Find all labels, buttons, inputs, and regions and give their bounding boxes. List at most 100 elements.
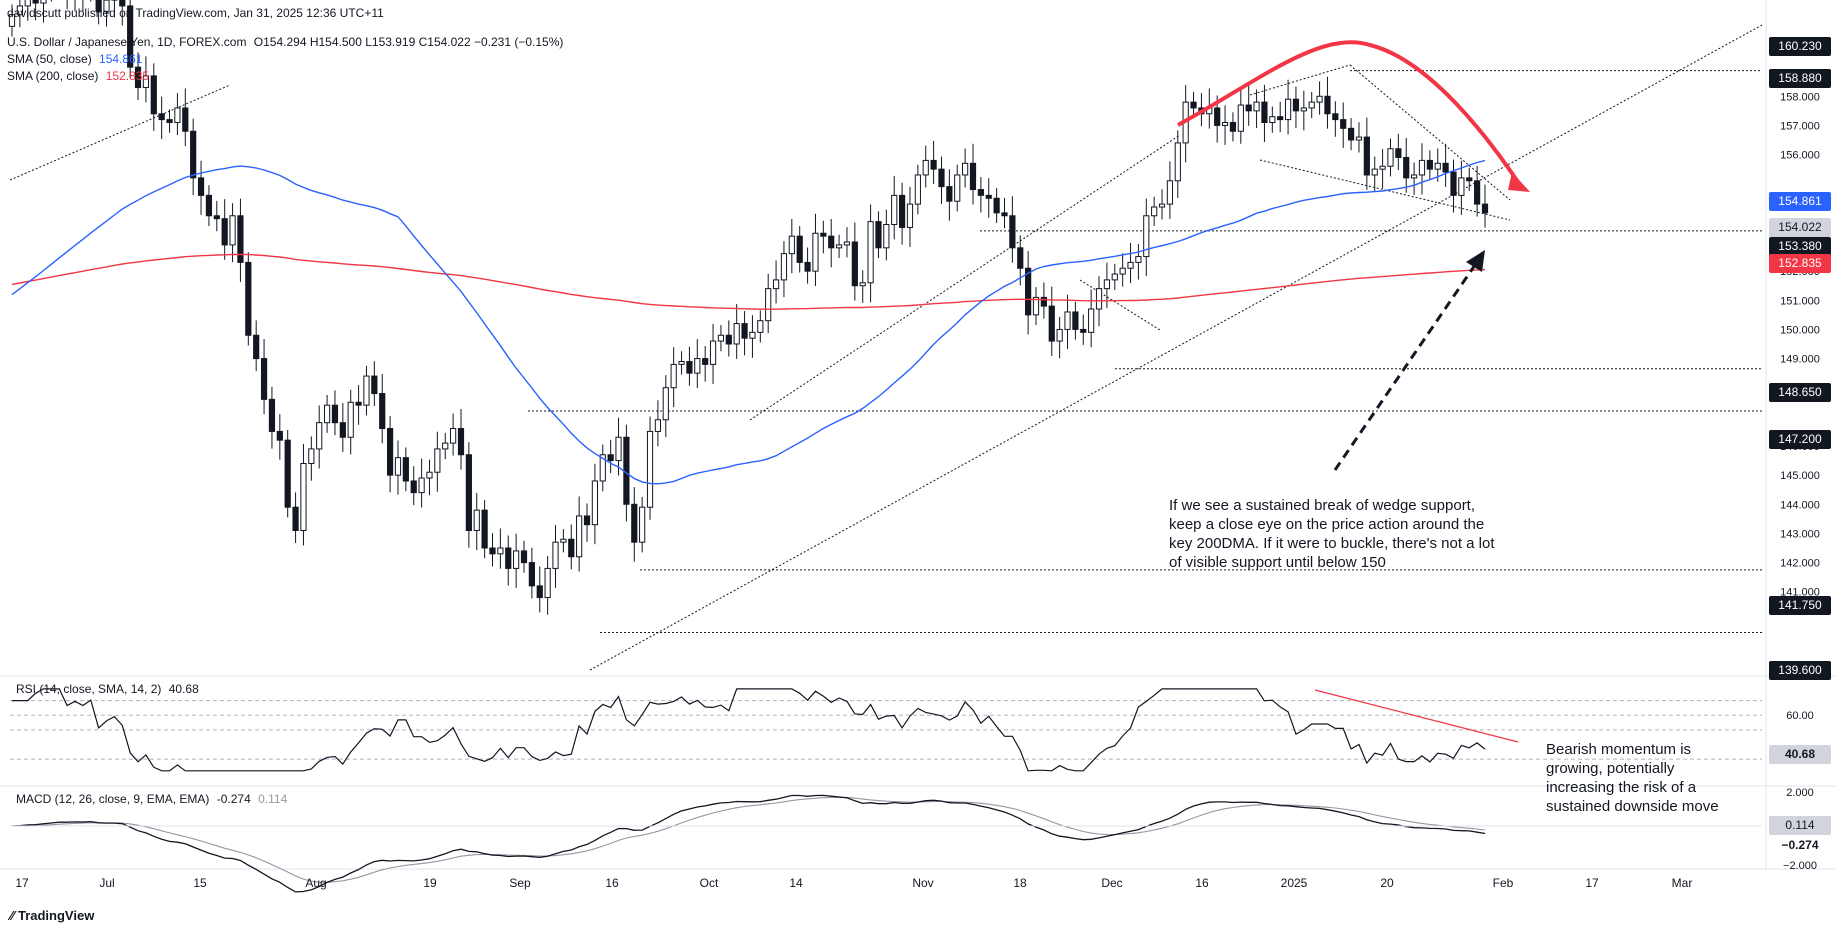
candle-body — [962, 162, 969, 176]
candle-body — [1103, 279, 1111, 290]
candle-body — [930, 159, 937, 170]
candle-body — [922, 159, 929, 176]
candle-body — [1292, 98, 1300, 112]
rising-trendline — [9, 84, 231, 181]
macd-tick-label: −2.000 — [1783, 860, 1817, 872]
candle-body — [457, 428, 465, 456]
rsi-label: RSI (14, close, SMA, 14, 2) — [16, 682, 162, 696]
footer-brand: TradingView — [17, 908, 95, 923]
candle-body — [1143, 215, 1150, 258]
candle-body — [1064, 311, 1071, 330]
candle-body — [1009, 215, 1016, 249]
candle-body — [300, 462, 307, 532]
candle-body — [308, 448, 315, 464]
candle-body — [245, 261, 252, 336]
time-axis-label: Dec — [1101, 876, 1122, 890]
macd-legend-value: -0.274 — [216, 792, 251, 806]
candle-body — [1387, 148, 1394, 167]
candle-body — [1214, 107, 1221, 126]
time-axis-label: 2025 — [1281, 876, 1308, 890]
candle-body — [1040, 296, 1047, 307]
macd-line — [11, 794, 1486, 893]
candle-body — [95, 0, 102, 13]
candle-body — [867, 221, 874, 284]
candle-body — [520, 550, 528, 564]
candle-body — [1001, 212, 1008, 217]
time-axis-label: 15 — [193, 876, 207, 890]
candle-body — [1474, 180, 1481, 205]
candle-body — [662, 387, 669, 421]
candle-body — [639, 506, 646, 543]
candle-body — [174, 107, 181, 124]
candle-body — [631, 503, 638, 543]
time-axis-label: 18 — [1013, 876, 1027, 890]
candle-body — [1481, 203, 1489, 214]
candle-body — [757, 320, 764, 333]
long-support-trendline — [589, 24, 1763, 671]
candle-body — [796, 235, 803, 263]
candle-body — [1261, 101, 1268, 124]
sma50-label: SMA (50, close) — [7, 52, 92, 66]
candle-body — [347, 401, 354, 438]
candle-body — [1080, 328, 1087, 333]
candle-body — [40, 0, 47, 4]
time-axis-label: 20 — [1380, 876, 1394, 890]
price-tag: 158.880 — [1769, 69, 1831, 88]
candle-body — [182, 107, 189, 132]
candle-body — [205, 194, 213, 217]
price-tag: 148.650 — [1769, 383, 1831, 402]
macd-value-tag: −0.274 — [1769, 836, 1831, 855]
candle-body — [497, 547, 504, 555]
dashed-arrowhead — [1466, 250, 1485, 272]
candle-body — [1158, 203, 1166, 208]
candle-body — [1363, 136, 1370, 176]
candle-body — [859, 282, 866, 287]
candle-body — [166, 119, 173, 124]
candle-body — [1111, 273, 1118, 281]
candle-body — [1119, 267, 1126, 275]
candle-body — [386, 428, 394, 476]
time-axis-label: Oct — [700, 876, 719, 890]
price-tag: 154.022 — [1769, 218, 1831, 237]
candle-body — [985, 194, 992, 199]
price-tick-label: 145.000 — [1780, 470, 1820, 482]
candle-body — [32, 0, 39, 4]
sma200-legend-value: 152.835 — [105, 69, 150, 83]
price-tag: 139.600 — [1769, 661, 1831, 680]
candle-body — [670, 363, 677, 389]
sma200-line — [11, 253, 1486, 310]
candle-body — [1277, 116, 1284, 121]
price-tag: 141.750 — [1769, 596, 1831, 615]
candle-body — [1403, 156, 1410, 179]
time-axis-label: Sep — [509, 876, 531, 890]
candle-body — [1135, 256, 1142, 263]
candle-body — [1379, 165, 1386, 170]
candle-body — [434, 448, 441, 473]
channel-trendline — [749, 134, 1181, 421]
candle-body — [127, 5, 134, 68]
price-tick-label: 149.000 — [1780, 354, 1820, 366]
candle-body — [323, 404, 331, 424]
price-tag: 152.835 — [1769, 254, 1831, 273]
candle-body — [450, 428, 457, 444]
candle-body — [654, 419, 662, 432]
candle-body — [725, 334, 732, 345]
candle-body — [465, 454, 472, 532]
candle-body — [253, 334, 260, 360]
candle-body — [899, 194, 906, 228]
candle-body — [16, 5, 23, 16]
candle-body — [513, 550, 520, 569]
candle-body — [749, 331, 756, 339]
price-tag: 147.200 — [1769, 430, 1831, 449]
candle-body — [828, 235, 835, 249]
candles — [8, 0, 1489, 615]
candle-body — [473, 509, 480, 532]
candle-body — [1340, 119, 1347, 129]
candle-body — [331, 404, 339, 424]
candle-body — [229, 215, 236, 246]
time-axis-label: 14 — [789, 876, 803, 890]
price-tick-label: 143.000 — [1780, 528, 1820, 540]
price-tick-label: 156.000 — [1780, 150, 1820, 162]
candle-body — [1332, 113, 1339, 121]
candle-body — [1151, 206, 1158, 217]
